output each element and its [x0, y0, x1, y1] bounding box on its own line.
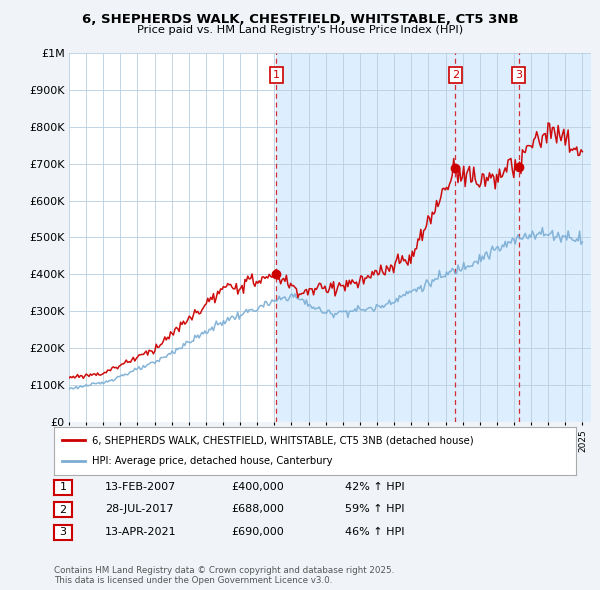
Text: 3: 3	[59, 527, 67, 537]
Text: 13-APR-2021: 13-APR-2021	[105, 527, 176, 536]
Text: 42% ↑ HPI: 42% ↑ HPI	[345, 482, 404, 491]
Text: 3: 3	[515, 70, 522, 80]
Bar	[69, 53, 276, 422]
Text: HPI: Average price, detached house, Canterbury: HPI: Average price, detached house, Cant…	[92, 457, 332, 467]
Text: 59% ↑ HPI: 59% ↑ HPI	[345, 504, 404, 514]
Text: 6, SHEPHERDS WALK, CHESTFIELD, WHITSTABLE, CT5 3NB (detached house): 6, SHEPHERDS WALK, CHESTFIELD, WHITSTABL…	[92, 435, 473, 445]
Text: 13-FEB-2007: 13-FEB-2007	[105, 482, 176, 491]
Text: 1: 1	[273, 70, 280, 80]
Text: 2: 2	[452, 70, 459, 80]
Text: 28-JUL-2017: 28-JUL-2017	[105, 504, 173, 514]
Text: £690,000: £690,000	[231, 527, 284, 536]
Text: 1: 1	[59, 483, 67, 492]
Text: 46% ↑ HPI: 46% ↑ HPI	[345, 527, 404, 536]
Text: £400,000: £400,000	[231, 482, 284, 491]
Text: Contains HM Land Registry data © Crown copyright and database right 2025.
This d: Contains HM Land Registry data © Crown c…	[54, 566, 394, 585]
Text: 2: 2	[59, 505, 67, 514]
Text: 6, SHEPHERDS WALK, CHESTFIELD, WHITSTABLE, CT5 3NB: 6, SHEPHERDS WALK, CHESTFIELD, WHITSTABL…	[82, 13, 518, 26]
Text: Price paid vs. HM Land Registry's House Price Index (HPI): Price paid vs. HM Land Registry's House …	[137, 25, 463, 35]
Text: £688,000: £688,000	[231, 504, 284, 514]
